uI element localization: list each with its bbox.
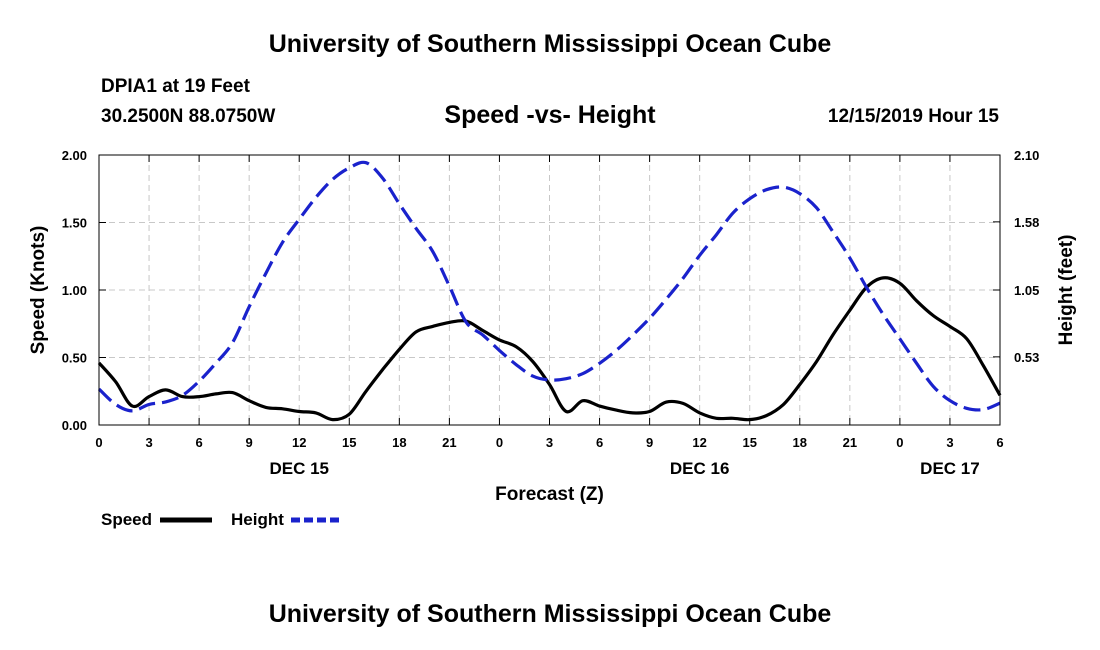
x-tick-label: 12	[692, 435, 706, 450]
x-axis-label: Forecast (Z)	[495, 484, 604, 505]
x-tick-label: 6	[596, 435, 603, 450]
y2-tick-label: 1.58	[1014, 215, 1039, 230]
axes: 0 3 6 9 12 15 18 21 0 3 6 9 12 15 18 21 0 3 6 DEC 15 DEC 16 D…	[62, 148, 1040, 478]
station-name: DPIA1 at 19 Feet	[101, 76, 250, 97]
x-tick-label: 21	[442, 435, 456, 450]
x-tick-label: 9	[646, 435, 653, 450]
y2-axis-label: Height (feet)	[1056, 235, 1077, 346]
grid-lines	[99, 155, 1000, 425]
y-tick-label: 2.00	[62, 148, 87, 163]
footer-title: University of Southern Mississippi Ocean…	[268, 600, 832, 628]
y2-tick-label: 2.10	[1014, 148, 1039, 163]
header-title: University of Southern Mississippi Ocean…	[268, 30, 832, 58]
series-lines	[97, 160, 1002, 422]
station-coordinates: 30.2500N 88.0750W	[101, 106, 276, 127]
y-tick-label: 1.50	[62, 216, 87, 231]
date-label: DEC 17	[920, 459, 980, 478]
x-tick-label: 0	[896, 435, 903, 450]
x-tick-label: 15	[742, 435, 756, 450]
y-tick-label: 0.00	[62, 418, 87, 433]
y-tick-label: 0.50	[62, 351, 87, 366]
series-height-line	[97, 160, 1001, 413]
x-tick-label: 15	[342, 435, 356, 450]
x-tick-label: 21	[843, 435, 857, 450]
legend-height-label: Height	[231, 510, 284, 529]
y-axis-label: Speed (Knots)	[28, 226, 49, 355]
legend: Speed Height	[101, 510, 343, 529]
x-tick-label: 3	[946, 435, 953, 450]
x-tick-label: 6	[195, 435, 202, 450]
legend-speed-label: Speed	[101, 510, 152, 529]
x-tick-label: 9	[246, 435, 253, 450]
x-tick-label: 3	[145, 435, 152, 450]
x-tick-label: 3	[546, 435, 553, 450]
x-tick-label: 0	[496, 435, 503, 450]
y2-tick-label: 1.05	[1014, 283, 1039, 298]
x-tick-label: 6	[996, 435, 1003, 450]
forecast-run-time: 12/15/2019 Hour 15	[827, 106, 999, 127]
date-label: DEC 15	[269, 459, 329, 478]
date-label: DEC 16	[670, 459, 730, 478]
y-tick-label: 1.00	[62, 283, 87, 298]
x-tick-label: 18	[793, 435, 807, 450]
x-tick-label: 18	[392, 435, 406, 450]
y2-tick-label: 0.53	[1014, 350, 1039, 365]
chart-title: Speed -vs- Height	[444, 101, 656, 129]
x-tick-label: 0	[95, 435, 102, 450]
x-tick-label: 12	[292, 435, 306, 450]
series-speed-line	[97, 276, 1002, 422]
